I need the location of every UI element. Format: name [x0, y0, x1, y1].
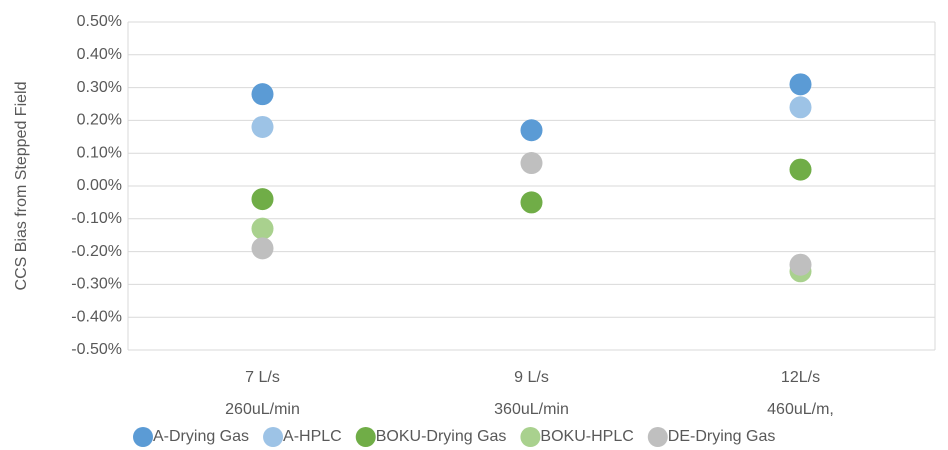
dot [251, 188, 274, 211]
x-tick-label: 360uL/min [494, 401, 569, 418]
y-tick-label: 0.10% [77, 144, 122, 161]
dot [251, 115, 274, 138]
legend-marker [355, 427, 376, 447]
y-tick-label: 0.20% [77, 112, 122, 129]
y-tick-label: 0.50% [77, 13, 122, 30]
y-tick-label: -0.50% [71, 341, 122, 358]
dot [520, 119, 543, 142]
legend-marker [647, 427, 668, 447]
y-tick-label: -0.20% [71, 243, 122, 260]
y-tick-label: 0.40% [77, 46, 122, 63]
y-tick-label: 0.00% [77, 177, 122, 194]
legend-label: DE-Drying Gas [668, 428, 776, 445]
dot [251, 217, 274, 240]
dot [520, 152, 543, 175]
legend-marker [133, 427, 153, 447]
legend-label: BOKU-Drying Gas [376, 428, 507, 445]
legend-label: A-HPLC [283, 428, 342, 445]
dot [789, 253, 812, 276]
x-tick-label: 7 L/s [245, 369, 280, 386]
dot [789, 158, 812, 181]
legend-marker [520, 427, 541, 447]
dot [789, 73, 812, 96]
x-tick-label: 260uL/min [225, 401, 300, 418]
y-tick-label: -0.40% [71, 308, 122, 325]
y-tick-label: 0.30% [77, 79, 122, 96]
legend-marker [263, 427, 284, 447]
x-tick-label: 9 L/s [514, 369, 549, 386]
dot [520, 191, 543, 214]
x-tick-label: 12L/s [781, 369, 820, 386]
legend-label: A-Drying Gas [153, 428, 249, 445]
y-axis-label: CCS Bias from Stepped Field [13, 82, 30, 291]
dot [251, 237, 274, 260]
y-tick-label: -0.30% [71, 276, 122, 293]
y-tick-label: -0.10% [71, 210, 122, 227]
legend-label: BOKU-HPLC [540, 428, 633, 445]
x-tick-label: 460uL/m, [767, 401, 834, 418]
dot [251, 83, 274, 106]
dot [789, 96, 812, 119]
